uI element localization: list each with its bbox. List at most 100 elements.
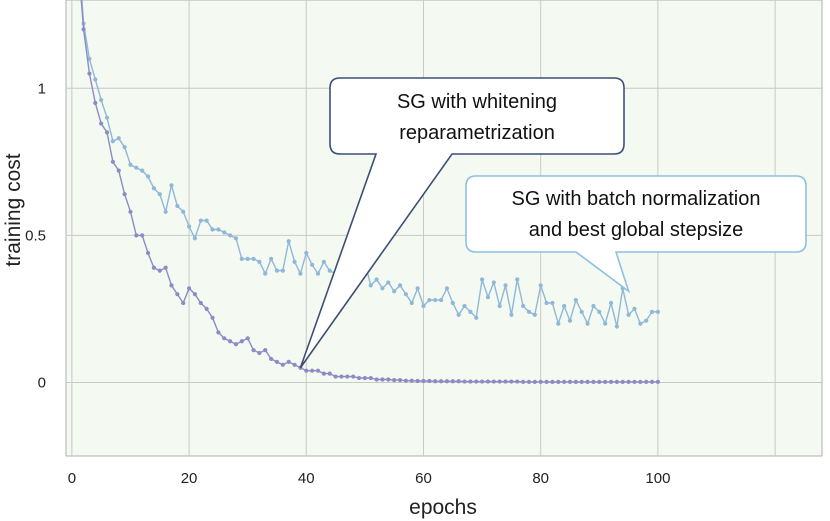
data-point-whitening <box>567 379 573 384</box>
data-point-bn <box>163 209 168 214</box>
data-point-bn <box>368 283 373 288</box>
data-point-whitening <box>573 379 578 384</box>
data-point-bn <box>626 312 631 317</box>
y-tick-labels: 00.51 <box>25 80 46 391</box>
data-point-bn <box>251 256 256 261</box>
data-point-bn <box>521 303 526 309</box>
data-point-bn <box>233 236 239 241</box>
x-tick-label: 100 <box>645 470 670 487</box>
data-point-bn <box>614 324 619 329</box>
data-point-bn <box>421 303 426 309</box>
data-point-bn <box>122 144 127 150</box>
data-point-bn <box>151 186 157 191</box>
data-point-whitening <box>93 100 98 106</box>
data-point-whitening <box>550 379 555 384</box>
data-point-whitening <box>280 362 285 367</box>
data-point-bn <box>585 321 590 326</box>
data-point-whitening <box>251 347 256 353</box>
data-point-whitening <box>140 233 145 238</box>
data-point-whitening <box>222 336 227 341</box>
data-point-whitening <box>515 379 520 384</box>
data-point-bn <box>597 309 602 314</box>
data-point-bn <box>304 250 309 256</box>
data-point-whitening <box>655 379 661 384</box>
y-tick-label: 1 <box>38 80 46 97</box>
data-point-bn <box>456 312 461 317</box>
data-point-whitening <box>315 368 321 373</box>
data-point-whitening <box>497 379 502 384</box>
data-point-whitening <box>274 359 280 364</box>
data-point-whitening <box>415 378 420 384</box>
data-point-whitening <box>521 379 526 384</box>
callout-batchnorm-text: and best global stepsize <box>529 219 744 241</box>
data-point-bn <box>485 295 491 300</box>
data-point-whitening <box>380 377 385 382</box>
data-point-whitening <box>479 379 485 384</box>
data-point-whitening <box>245 336 250 341</box>
data-point-whitening <box>632 379 637 384</box>
data-point-bn <box>450 300 455 306</box>
data-point-bn <box>497 303 502 309</box>
data-point-bn <box>257 259 262 264</box>
data-point-bn <box>321 259 326 264</box>
data-point-bn <box>104 115 110 120</box>
data-point-whitening <box>175 292 180 297</box>
data-point-bn <box>515 277 520 282</box>
data-point-bn <box>374 277 379 282</box>
data-point-whitening <box>468 379 473 384</box>
data-point-whitening <box>163 265 168 270</box>
data-point-whitening <box>444 379 450 384</box>
data-point-whitening <box>351 374 356 379</box>
data-point-whitening <box>626 379 631 384</box>
data-point-bn <box>462 303 467 309</box>
data-point-bn <box>526 309 532 314</box>
data-point-bn <box>175 203 180 209</box>
data-point-whitening <box>538 379 543 384</box>
data-point-whitening <box>620 379 625 384</box>
data-point-whitening <box>310 368 315 373</box>
callout-whitening-shape <box>299 77 625 369</box>
data-point-bn <box>87 56 92 61</box>
x-axis-label: epochs <box>409 496 477 519</box>
data-point-bn <box>315 271 321 276</box>
data-point-whitening <box>503 379 508 384</box>
data-point-whitening <box>456 379 461 384</box>
data-point-whitening <box>292 362 297 367</box>
data-point-bn <box>263 271 268 276</box>
x-tick-label: 20 <box>181 470 198 487</box>
data-point-whitening <box>116 168 121 173</box>
data-point-whitening <box>392 377 397 383</box>
y-tick-label: 0 <box>38 374 46 391</box>
data-point-whitening <box>356 375 362 381</box>
data-point-bn <box>222 230 227 235</box>
data-point-whitening <box>122 192 127 197</box>
data-point-bn <box>128 162 133 167</box>
data-point-whitening <box>104 130 110 135</box>
data-point-bn <box>655 309 661 314</box>
data-point-bn <box>591 303 596 309</box>
data-point-whitening <box>526 379 532 384</box>
data-point-whitening <box>386 377 391 382</box>
data-point-bn <box>573 297 578 303</box>
data-point-whitening <box>485 379 491 384</box>
data-point-bn <box>550 300 555 306</box>
data-point-bn <box>99 97 104 103</box>
data-point-bn <box>409 300 414 306</box>
series-line-whitening <box>80 0 658 383</box>
data-point-bn <box>310 262 315 267</box>
data-point-whitening <box>345 374 350 379</box>
data-point-whitening <box>491 379 496 384</box>
data-point-whitening <box>257 350 262 356</box>
data-point-bn <box>544 300 549 306</box>
data-point-bn <box>632 306 637 312</box>
data-point-whitening <box>403 378 409 383</box>
data-point-whitening <box>333 374 338 379</box>
data-point-whitening <box>327 371 332 376</box>
data-point-whitening <box>321 371 326 376</box>
data-point-bn <box>298 271 303 276</box>
data-point-whitening <box>462 379 467 384</box>
data-point-bn <box>186 224 192 229</box>
data-point-whitening <box>409 378 414 383</box>
data-point-whitening <box>579 379 584 384</box>
